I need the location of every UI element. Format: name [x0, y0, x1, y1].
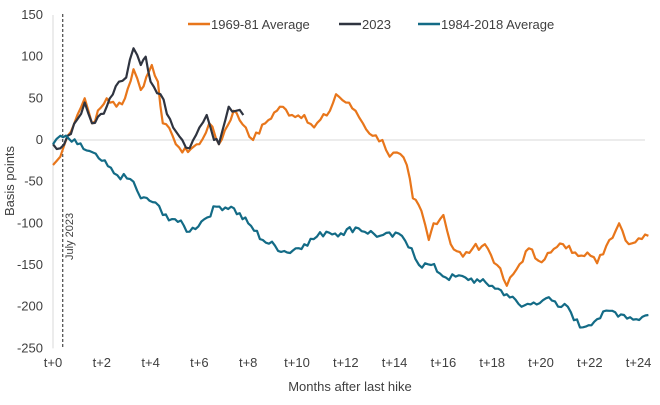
- series-line-1969-81-average: [52, 63, 649, 287]
- x-tick-label: t+10: [284, 355, 310, 370]
- series-line-1984-2018-average: [52, 134, 649, 329]
- x-tick-label: t+14: [382, 355, 408, 370]
- y-tick-label: 100: [21, 49, 43, 64]
- x-tick-label: t+16: [431, 355, 457, 370]
- x-tick-label: t+22: [577, 355, 603, 370]
- legend-label: 1984-2018 Average: [441, 17, 554, 32]
- x-tick-label: t+0: [44, 355, 62, 370]
- legend-label: 2023: [362, 17, 391, 32]
- y-tick-label: -200: [17, 299, 43, 314]
- x-tick-label: t+12: [333, 355, 359, 370]
- x-tick-label: t+24: [626, 355, 652, 370]
- y-tick-label: -150: [17, 257, 43, 272]
- y-tick-label: -250: [17, 340, 43, 355]
- legend-item: 1969-81 Average: [188, 17, 310, 32]
- x-tick-label: t+6: [190, 355, 208, 370]
- x-tick-label: t+4: [141, 355, 159, 370]
- y-tick-label: -50: [24, 174, 43, 189]
- series-line-2023: [52, 47, 245, 151]
- x-tick-label: t+8: [239, 355, 257, 370]
- y-tick-label: 50: [29, 90, 43, 105]
- y-tick-label: 0: [36, 132, 43, 147]
- x-axis-label: Months after last hike: [288, 379, 412, 394]
- y-axis-label: Basis points: [2, 145, 17, 216]
- legend-item: 2023: [339, 17, 391, 32]
- y-tick-label: 150: [21, 7, 43, 22]
- x-tick-label: t+20: [528, 355, 554, 370]
- legend-item: 1984-2018 Average: [418, 17, 554, 32]
- legend-label: 1969-81 Average: [211, 17, 310, 32]
- x-tick-label: t+18: [479, 355, 505, 370]
- annotation-label: July 2023: [64, 213, 76, 260]
- y-tick-label: -100: [17, 215, 43, 230]
- x-tick-label: t+2: [93, 355, 111, 370]
